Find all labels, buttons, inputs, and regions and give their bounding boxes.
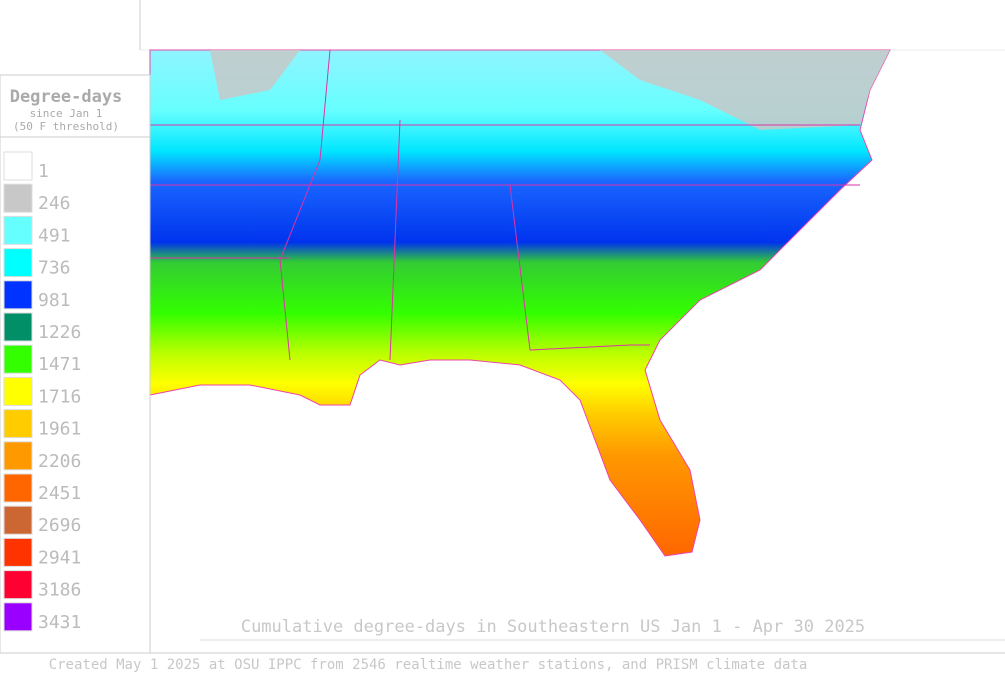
legend-swatch <box>3 473 33 503</box>
legend-swatch <box>3 183 33 213</box>
legend-swatch <box>3 344 33 374</box>
legend-swatch <box>3 441 33 471</box>
legend-title: Degree-days <box>10 87 123 107</box>
legend-label: 2696 <box>38 515 81 536</box>
legend-label: 2206 <box>38 451 81 472</box>
legend-label: 2941 <box>38 547 81 568</box>
legend-swatch <box>3 215 33 245</box>
legend-label: 246 <box>38 193 71 214</box>
legend-label: 736 <box>38 258 71 279</box>
legend-swatch <box>3 602 33 632</box>
legend-swatch <box>3 280 33 310</box>
legend-items: 1 246 491 736 981 1226 1471 1716 1961 2206 2451 269… <box>3 151 81 633</box>
legend-label: 2451 <box>38 483 81 504</box>
legend-swatch <box>3 312 33 342</box>
map-title: Cumulative degree-days in Southeastern U… <box>241 617 865 637</box>
legend-note: (50 F threshold) <box>13 120 119 133</box>
gray-area <box>600 50 890 130</box>
legend-swatch <box>3 409 33 439</box>
legend-label: 3431 <box>38 612 81 633</box>
legend-swatch <box>3 570 33 600</box>
legend-swatch <box>3 151 33 181</box>
legend-label: 1 <box>38 161 49 182</box>
legend-swatch <box>3 537 33 567</box>
state-borders <box>150 49 860 361</box>
land <box>149 49 891 557</box>
gray-area <box>210 50 300 100</box>
legend-label: 1716 <box>38 386 81 407</box>
legend-label: 1471 <box>38 354 81 375</box>
legend-label: 3186 <box>38 580 81 601</box>
legend-label: 491 <box>38 225 71 246</box>
footer: Created May 1 2025 at OSU IPPC from 2546… <box>49 657 808 673</box>
legend-label: 1961 <box>38 419 81 440</box>
legend-swatch <box>3 376 33 406</box>
legend-swatch <box>3 248 33 278</box>
legend-label: 1226 <box>38 322 81 343</box>
legend-swatch <box>3 505 33 535</box>
legend-label: 981 <box>38 290 71 311</box>
legend-subtitle: since Jan 1 <box>30 107 103 120</box>
